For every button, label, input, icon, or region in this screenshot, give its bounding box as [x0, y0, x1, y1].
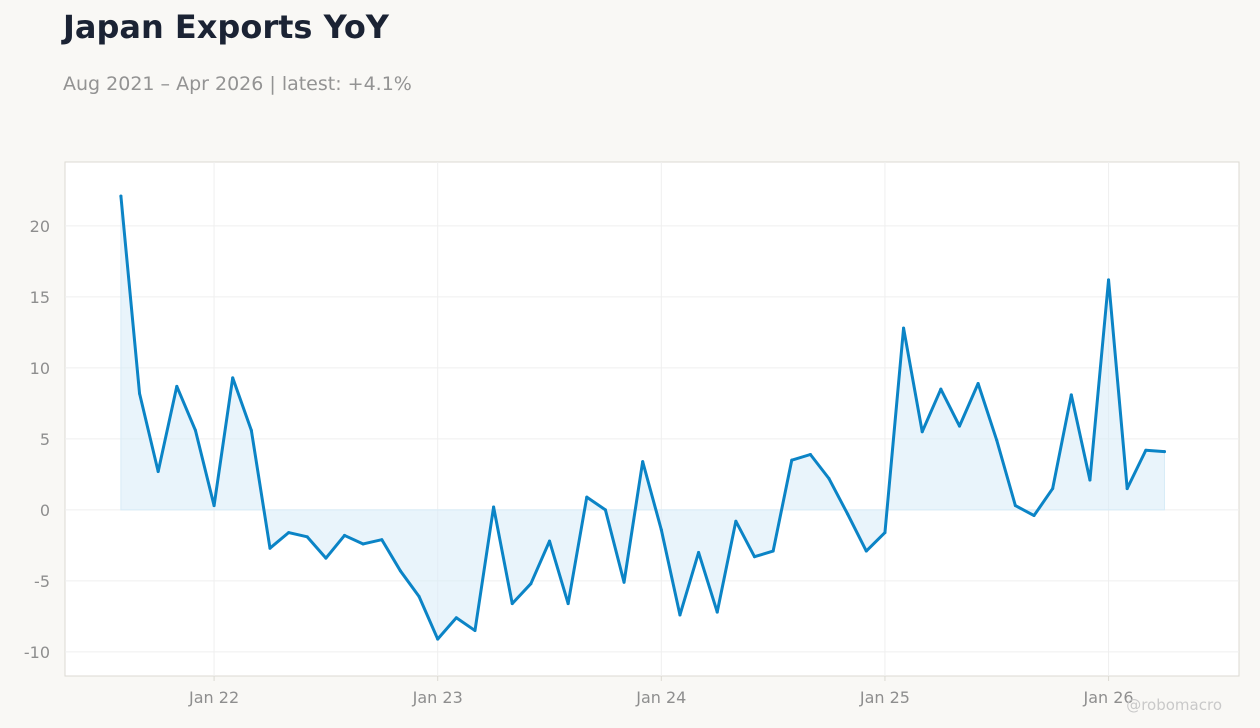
x-tick-label: Jan 22	[188, 688, 239, 707]
data-point	[249, 428, 253, 432]
data-point	[398, 569, 402, 573]
data-point	[361, 542, 365, 546]
data-point	[1125, 487, 1129, 491]
y-tick-label: -5	[34, 572, 50, 591]
data-point	[1162, 450, 1166, 454]
data-point	[697, 550, 701, 554]
data-point	[287, 531, 291, 535]
data-point	[231, 376, 235, 380]
data-point	[715, 610, 719, 614]
data-point	[846, 512, 850, 516]
data-point	[1032, 514, 1036, 518]
data-point	[957, 424, 961, 428]
data-point	[902, 326, 906, 330]
data-point	[305, 535, 309, 539]
data-point	[1069, 393, 1073, 397]
data-point	[920, 430, 924, 434]
data-point	[454, 616, 458, 620]
x-tick-label: Jan 24	[635, 688, 686, 707]
y-axis: 20 15 10 5 0 -5 -10	[24, 217, 50, 662]
y-tick-label: 10	[30, 359, 50, 378]
data-point	[1013, 504, 1017, 508]
data-point	[1088, 478, 1092, 482]
data-point	[566, 602, 570, 606]
data-point	[939, 387, 943, 391]
data-point	[473, 629, 477, 633]
data-point	[641, 460, 645, 464]
data-point	[995, 438, 999, 442]
y-tick-label: 15	[30, 288, 50, 307]
data-point	[603, 508, 607, 512]
data-point	[156, 470, 160, 474]
data-point	[827, 477, 831, 481]
y-tick-label: 0	[40, 501, 50, 520]
data-point	[138, 391, 142, 395]
data-point	[864, 549, 868, 553]
y-tick-label: -10	[24, 643, 50, 662]
data-point	[883, 531, 887, 535]
data-point	[1144, 448, 1148, 452]
watermark: @robomacro	[1126, 696, 1222, 714]
data-point	[212, 504, 216, 508]
data-point	[790, 458, 794, 462]
y-tick-label: 5	[40, 430, 50, 449]
data-point	[436, 637, 440, 641]
data-point	[622, 580, 626, 584]
data-point	[417, 594, 421, 598]
data-point	[492, 505, 496, 509]
data-point	[510, 602, 514, 606]
x-axis: Jan 22 Jan 23 Jan 24 Jan 25 Jan 26	[188, 676, 1134, 707]
data-point	[1051, 487, 1055, 491]
data-point	[529, 582, 533, 586]
data-point	[175, 384, 179, 388]
data-point	[678, 613, 682, 617]
data-point	[193, 428, 197, 432]
data-point	[752, 555, 756, 559]
data-point	[976, 382, 980, 385]
x-tick-label: Jan 23	[412, 688, 463, 707]
data-point	[734, 519, 738, 523]
chart-title: Japan Exports YoY	[63, 8, 389, 46]
data-point	[324, 556, 328, 560]
data-point	[343, 533, 347, 537]
data-point	[771, 549, 775, 553]
chart-subtitle: Aug 2021 – Apr 2026 | latest: +4.1%	[63, 73, 412, 95]
data-points	[119, 194, 1166, 641]
data-point	[548, 539, 552, 543]
x-tick-label: Jan 25	[859, 688, 910, 707]
data-point	[1107, 278, 1111, 282]
data-point	[119, 194, 123, 198]
data-point	[268, 546, 272, 550]
data-point	[808, 453, 812, 456]
data-point	[380, 538, 384, 542]
x-tick-label: Jan 26	[1083, 688, 1134, 707]
data-point	[659, 528, 663, 532]
plot-area	[64, 161, 1240, 677]
y-tick-label: 20	[30, 217, 50, 236]
data-point	[585, 495, 589, 499]
